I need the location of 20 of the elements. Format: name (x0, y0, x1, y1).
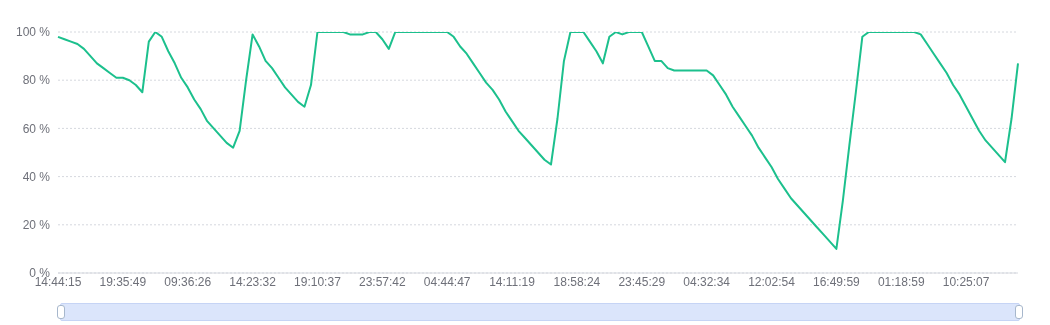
y-tick-label: 20 % (22, 218, 51, 233)
x-tick-label: 23:57:42 (358, 274, 406, 289)
x-tick-label: 12:02:54 (748, 274, 796, 289)
line-series (57, 32, 1019, 250)
x-tick-label: 19:35:49 (99, 274, 147, 289)
x-tick-label: 09:36:26 (164, 274, 212, 289)
x-tick-label: 04:32:34 (683, 274, 731, 289)
x-tick-label: 19:10:37 (294, 274, 342, 289)
x-tick-label: 14:23:32 (229, 274, 277, 289)
x-tick-label: 23:45:29 (618, 274, 666, 289)
x-tick-label: 16:49:59 (813, 274, 861, 289)
y-tick-label: 40 % (22, 169, 51, 184)
x-tick-label: 18:58:24 (553, 274, 601, 289)
y-tick-label: 80 % (22, 73, 51, 88)
y-tick-label: 60 % (22, 121, 51, 136)
x-tick-label: 14:11:19 (489, 274, 536, 289)
x-tick-label: 10:25:07 (942, 274, 990, 289)
x-tick-label: 04:44:47 (423, 274, 471, 289)
x-tick-label: 01:18:59 (877, 274, 925, 289)
y-tick-label: 100 % (15, 25, 51, 40)
